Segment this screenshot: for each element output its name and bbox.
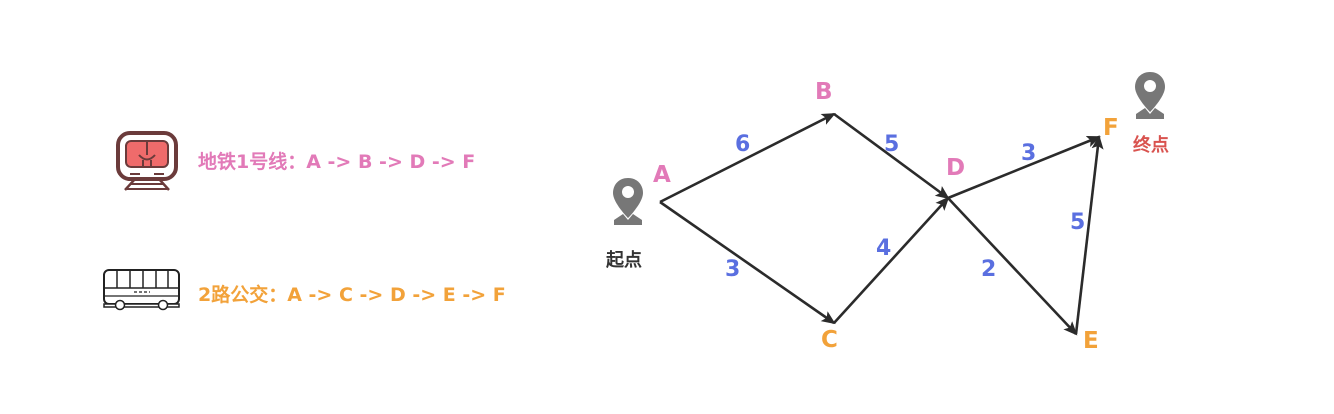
edge-b-d bbox=[833, 112, 950, 200]
edge-e-f bbox=[1074, 135, 1104, 335]
edge-weight-a-b: 6 bbox=[735, 132, 751, 157]
node-d-label: D bbox=[946, 155, 966, 181]
bus-icon bbox=[102, 268, 182, 312]
edge-d-f bbox=[947, 135, 1101, 200]
edge-weight-e-f: 5 bbox=[1070, 210, 1086, 235]
node-f-label: F bbox=[1103, 115, 1119, 141]
edge-c-d bbox=[833, 196, 950, 324]
edge-weight-d-f: 3 bbox=[1021, 141, 1037, 166]
end-label: 终点 bbox=[1133, 135, 1169, 156]
edge-weight-c-d: 4 bbox=[876, 236, 892, 261]
node-b-label: B bbox=[815, 79, 833, 105]
start-pin-icon bbox=[610, 176, 646, 226]
edge-a-b bbox=[659, 112, 836, 204]
node-a-label: A bbox=[653, 162, 671, 188]
edge-weight-b-d: 5 bbox=[884, 132, 900, 157]
edge-a-c bbox=[659, 200, 836, 325]
edge-weight-d-e: 2 bbox=[981, 257, 997, 282]
end-pin-icon bbox=[1132, 70, 1168, 120]
subway-route-label: 地铁1号线：A -> B -> D -> F bbox=[198, 151, 476, 173]
node-e-label: E bbox=[1083, 328, 1099, 354]
start-label: 起点 bbox=[606, 250, 642, 271]
edge-d-e bbox=[947, 197, 1078, 336]
edge-weight-a-c: 3 bbox=[725, 257, 741, 282]
subway-train-icon bbox=[115, 130, 179, 192]
node-c-label: C bbox=[821, 327, 838, 353]
bus-route-label: 2路公交：A -> C -> D -> E -> F bbox=[198, 284, 506, 306]
